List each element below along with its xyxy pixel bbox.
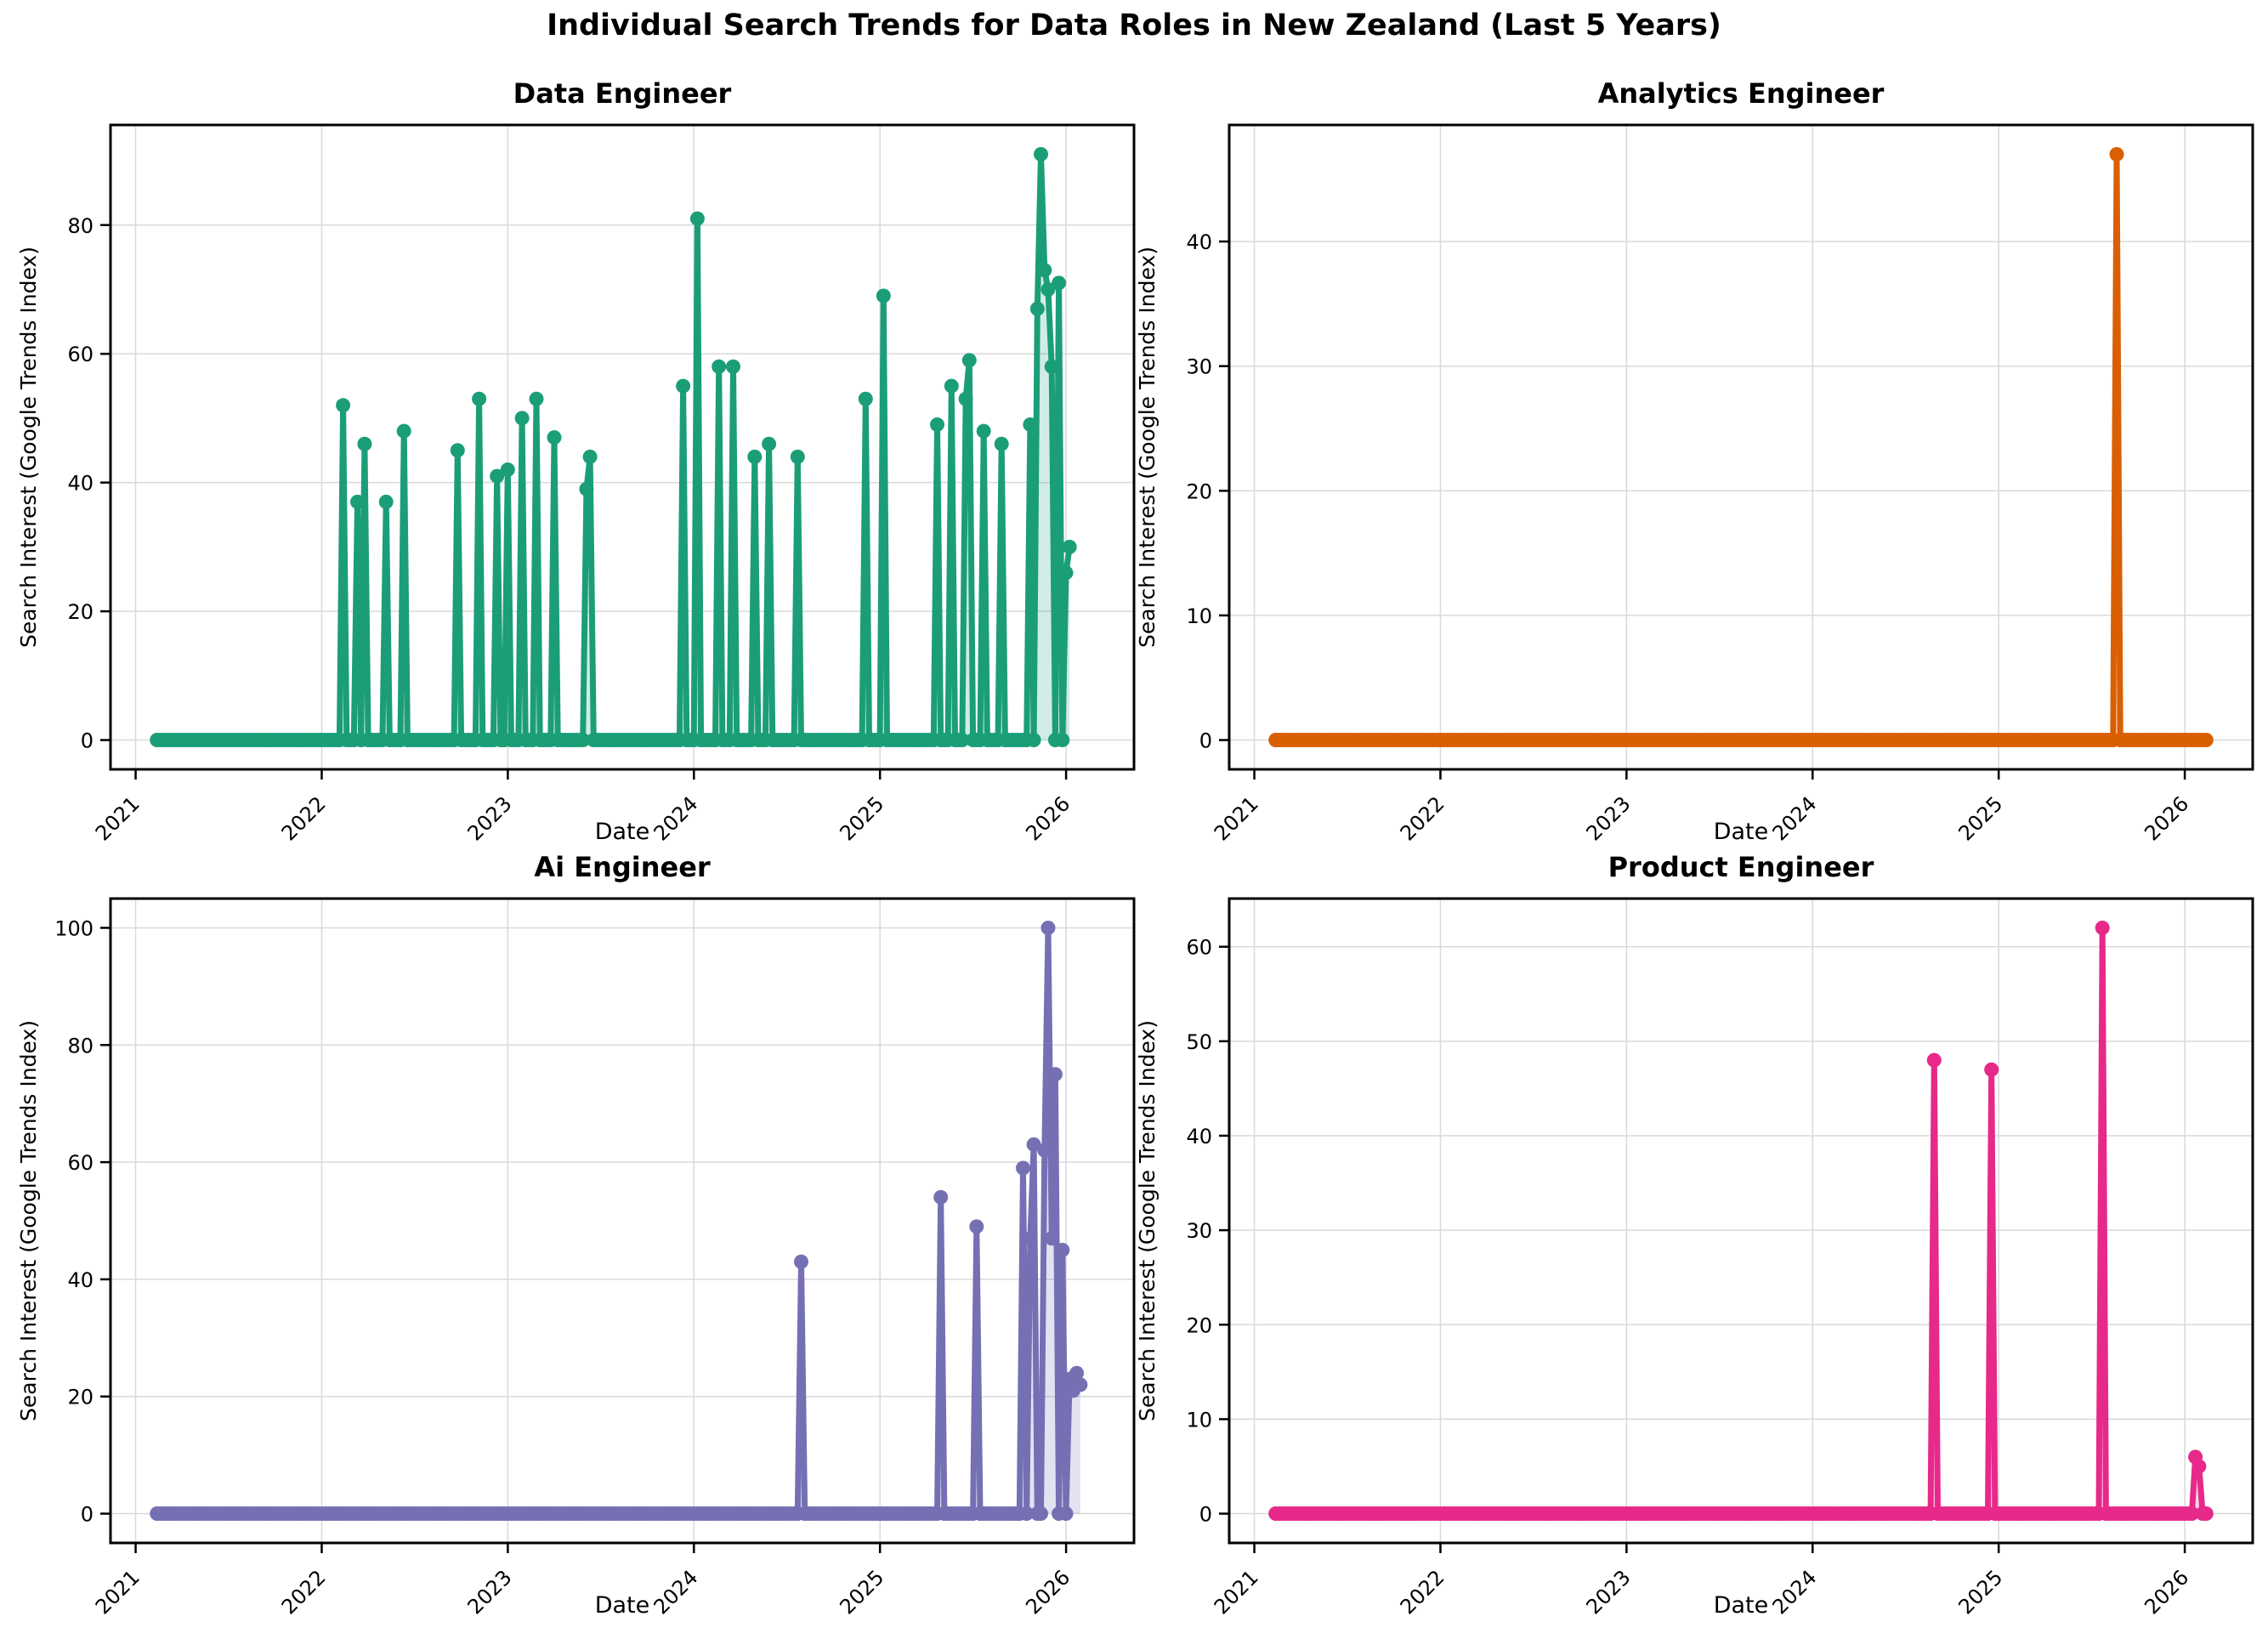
y-axis-label: Search Interest (Google Trends Index) (1135, 247, 1160, 648)
figure-title: Individual Search Trends for Data Roles … (547, 9, 1721, 43)
x-tick-label: 2021 (1210, 791, 1263, 845)
x-tick-label: 2025 (1953, 1565, 2007, 1619)
x-tick-label: 2026 (1021, 1565, 1074, 1619)
subplot-title: Ai Engineer (534, 851, 711, 883)
x-tick-label: 2023 (1582, 1565, 1636, 1619)
x-tick-label: 2021 (1210, 1565, 1263, 1619)
y-tick-label: 10 (1186, 1408, 1212, 1432)
series-markers (1268, 921, 2214, 1521)
x-tick-labels: 2021 2022 2023 2024 2025 2026 (1210, 791, 2194, 845)
y-tick-label: 40 (67, 1268, 94, 1292)
y-tick-labels: 0 10 20 30 40 (1186, 230, 1212, 752)
x-tick-labels: 2021 2022 2023 2024 2025 2026 (91, 791, 1075, 845)
series-fill (1275, 927, 2207, 1514)
tick-marks (100, 927, 1068, 1553)
y-axis-label: Search Interest (Google Trends Index) (1135, 1020, 1160, 1421)
y-tick-label: 40 (1186, 230, 1212, 254)
x-tick-labels: 2021 2022 2023 2024 2025 2026 (91, 1565, 1075, 1619)
tick-marks (100, 224, 1068, 780)
x-tick-label: 2025 (835, 1565, 888, 1619)
y-tick-label: 60 (67, 1151, 94, 1175)
subplot-data-engineer: 2021 2022 2023 2024 2025 2026 0 20 40 60 80 Data En… (16, 77, 1136, 845)
y-tick-label: 0 (81, 729, 94, 753)
subplot-ai-engineer: 2021 2022 2023 2024 2025 2026 0 20 40 60 80 100 Ai E… (16, 851, 1136, 1619)
subplot-title: Analytics Engineer (1598, 77, 1885, 110)
x-tick-label: 2022 (1396, 1565, 1449, 1619)
y-tick-label: 30 (1186, 355, 1212, 379)
x-axis-label: Date (595, 1592, 650, 1619)
x-tick-label: 2024 (649, 791, 703, 845)
x-tick-label: 2026 (2140, 1565, 2193, 1619)
x-tick-label: 2022 (277, 1565, 331, 1619)
x-tick-label: 2022 (277, 791, 331, 845)
y-tick-label: 0 (1199, 1503, 1212, 1527)
y-tick-labels: 0 10 20 30 40 50 60 (1186, 936, 1212, 1527)
x-tick-label: 2026 (2140, 791, 2193, 845)
y-tick-label: 60 (1186, 936, 1212, 960)
y-tick-label: 0 (81, 1503, 94, 1527)
series-line (154, 925, 1084, 1517)
grid (1229, 125, 2253, 769)
subplot-analytics-engineer: 2021 2022 2023 2024 2025 2026 0 10 20 30 40 Analyti… (1135, 77, 2254, 845)
y-tick-label: 60 (67, 343, 94, 366)
y-tick-label: 20 (67, 1386, 94, 1409)
axes-spines (109, 897, 1136, 1545)
series-line (1273, 151, 2209, 743)
series-line (1273, 925, 2209, 1517)
x-axis-label: Date (1714, 819, 1769, 845)
y-tick-label: 20 (67, 600, 94, 624)
y-tick-label: 20 (1186, 1313, 1212, 1337)
y-tick-label: 20 (1186, 479, 1212, 503)
y-tick-labels: 0 20 40 60 80 100 (54, 916, 94, 1526)
x-tick-label: 2021 (91, 791, 145, 845)
x-tick-label: 2023 (463, 791, 517, 845)
subplot-title: Data Engineer (513, 77, 732, 110)
x-tick-label: 2022 (1396, 791, 1449, 845)
axes-spines (1228, 123, 2254, 771)
x-tick-label: 2024 (1768, 791, 1822, 845)
axes-spines (109, 123, 1136, 771)
tick-marks (1219, 240, 2186, 780)
x-axis-label: Date (1714, 1592, 1769, 1619)
y-tick-labels: 0 20 40 60 80 (67, 214, 94, 753)
x-tick-labels: 2021 2022 2023 2024 2025 2026 (1210, 1565, 2194, 1619)
x-tick-label: 2024 (1768, 1565, 1822, 1619)
x-tick-label: 2026 (1021, 791, 1074, 845)
series-markers (150, 921, 1088, 1521)
subplot-title: Product Engineer (1608, 851, 1874, 883)
y-tick-label: 30 (1186, 1219, 1212, 1243)
series-fill (1275, 154, 2207, 740)
x-tick-label: 2025 (835, 791, 888, 845)
y-tick-label: 0 (1199, 729, 1212, 753)
series-markers (1268, 147, 2214, 747)
x-tick-label: 2025 (1953, 791, 2007, 845)
tick-marks (1219, 945, 2186, 1553)
y-axis-label: Search Interest (Google Trends Index) (16, 247, 41, 648)
series-markers (150, 147, 1077, 747)
subplot-product-engineer: 2021 2022 2023 2024 2025 2026 0 10 20 30 40 50 60 Pro… (1135, 851, 2254, 1619)
x-tick-label: 2023 (463, 1565, 517, 1619)
y-tick-label: 40 (67, 472, 94, 496)
x-tick-label: 2023 (1582, 791, 1636, 845)
axes-spines (1228, 897, 2254, 1545)
x-axis-label: Date (595, 819, 650, 845)
y-tick-label: 80 (67, 1034, 94, 1058)
series-line (154, 151, 1073, 743)
y-tick-label: 40 (1186, 1125, 1212, 1148)
y-tick-label: 100 (54, 916, 94, 940)
y-tick-label: 10 (1186, 604, 1212, 628)
y-axis-label: Search Interest (Google Trends Index) (16, 1020, 41, 1421)
y-tick-label: 50 (1186, 1030, 1212, 1054)
x-tick-label: 2021 (91, 1565, 145, 1619)
y-tick-label: 80 (67, 214, 94, 238)
grid (111, 125, 1134, 769)
x-tick-label: 2024 (649, 1565, 703, 1619)
